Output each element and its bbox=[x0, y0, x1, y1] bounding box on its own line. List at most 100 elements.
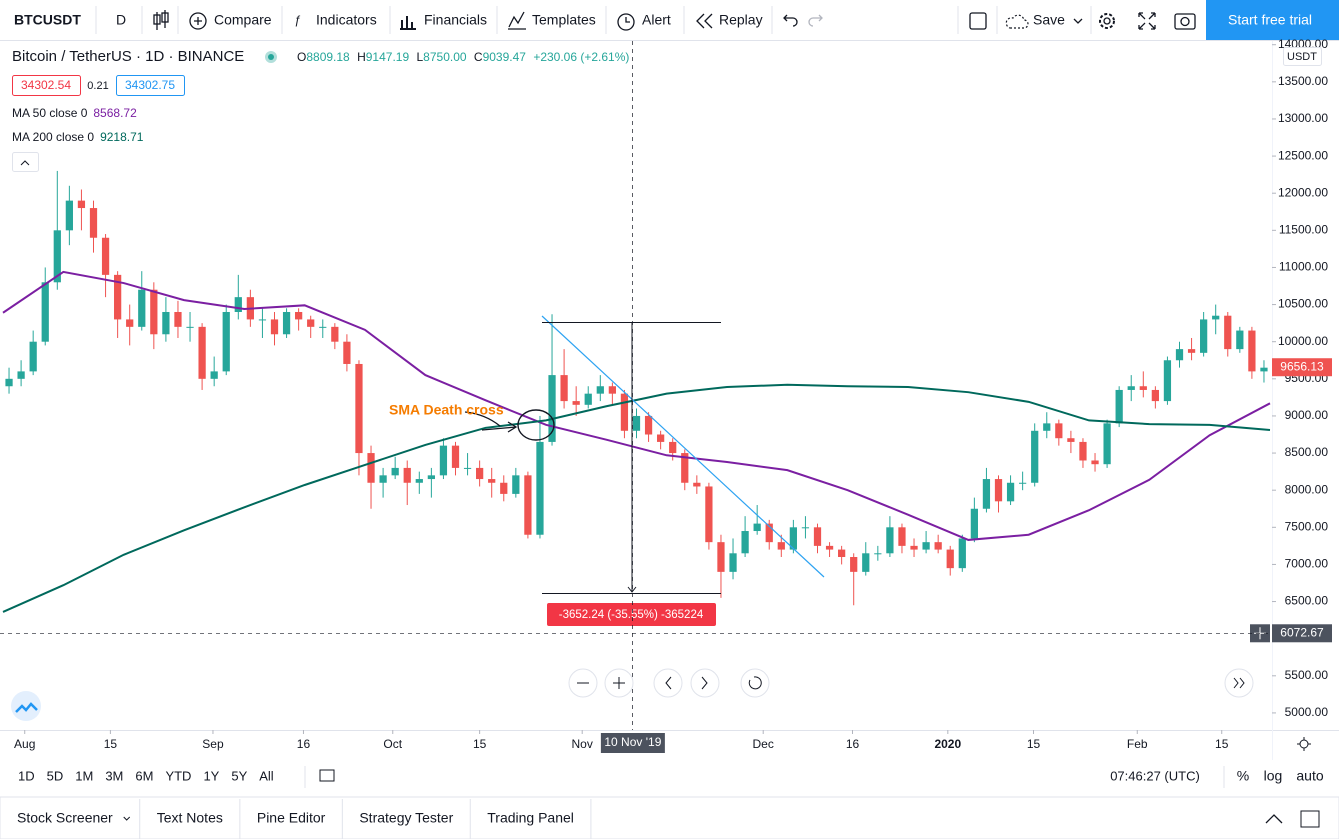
range-button[interactable]: 6M bbox=[135, 768, 153, 783]
candle-body bbox=[234, 297, 242, 312]
candle-body bbox=[1127, 386, 1135, 390]
interval[interactable]: D bbox=[116, 12, 126, 28]
candle-body bbox=[777, 542, 785, 550]
spread: 0.21 bbox=[87, 80, 108, 92]
scroll-end[interactable] bbox=[1224, 668, 1254, 698]
alert-button[interactable]: Alert bbox=[642, 12, 671, 28]
currency: USDT bbox=[1287, 51, 1317, 63]
bid[interactable]: 34302.54 bbox=[21, 78, 71, 92]
candle-body bbox=[705, 486, 713, 543]
log-toggle[interactable]: log bbox=[1264, 768, 1283, 784]
candle-body bbox=[669, 441, 677, 454]
candle-body bbox=[838, 549, 846, 558]
trial-label[interactable]: Start free trial bbox=[1228, 12, 1312, 28]
x-tick-label: Nov bbox=[572, 737, 593, 751]
candle-body bbox=[548, 375, 556, 442]
range-button[interactable]: 3M bbox=[105, 768, 123, 783]
panel-tab[interactable]: Strategy Tester bbox=[359, 810, 453, 826]
ma-name: MA 200 close 0 bbox=[12, 130, 94, 144]
candle-body bbox=[126, 319, 134, 327]
trend-line[interactable] bbox=[541, 315, 825, 578]
range-button[interactable]: 1D bbox=[18, 768, 35, 783]
financials-button[interactable]: Financials bbox=[424, 12, 487, 28]
x-tick-label: Oct bbox=[383, 737, 402, 751]
range-button[interactable]: 1Y bbox=[203, 768, 219, 783]
candle-body bbox=[343, 341, 351, 364]
y-tick-label: 10500.00 bbox=[1278, 297, 1328, 311]
candle-body bbox=[922, 542, 930, 550]
candle-body bbox=[258, 319, 267, 321]
bid-box[interactable] bbox=[12, 75, 81, 96]
compare-button[interactable]: Compare bbox=[214, 12, 272, 28]
panel-tab[interactable]: Trading Panel bbox=[487, 810, 574, 826]
panel-tab[interactable]: Text Notes bbox=[157, 810, 223, 826]
candle-body bbox=[162, 311, 170, 335]
candle-body bbox=[89, 208, 98, 238]
save-button[interactable]: Save bbox=[1033, 12, 1065, 28]
candle-body bbox=[53, 230, 61, 283]
logo[interactable] bbox=[11, 691, 41, 721]
candle-body bbox=[1067, 438, 1075, 442]
candle-body bbox=[1031, 430, 1039, 483]
range-bar: 07:46:27 (UTC) % log auto 1D 5D 1M 3M 6M YTD 1… bbox=[18, 766, 1324, 788]
range-button[interactable]: 1M bbox=[75, 768, 93, 783]
candle-body bbox=[150, 289, 158, 335]
candle-body bbox=[1055, 423, 1063, 439]
x-tick-label: 15 bbox=[1027, 737, 1041, 751]
crosshair-date: 10 Nov '19 bbox=[604, 735, 661, 749]
candle-body bbox=[801, 527, 810, 529]
candle-body bbox=[1212, 315, 1220, 320]
crosshair-price-box bbox=[1272, 624, 1332, 643]
candle-body bbox=[1163, 360, 1172, 402]
range-button[interactable]: 5Y bbox=[231, 768, 247, 783]
y-tick-label: 7000.00 bbox=[1285, 557, 1329, 571]
y-tick-label: 11500.00 bbox=[1279, 222, 1328, 236]
reset[interactable] bbox=[740, 668, 770, 698]
candle-body bbox=[560, 375, 568, 402]
templates-button[interactable]: Templates bbox=[532, 12, 596, 28]
candle-body bbox=[114, 274, 122, 320]
percent-toggle[interactable]: % bbox=[1237, 768, 1249, 784]
candle-body bbox=[536, 441, 544, 535]
scroll-left[interactable] bbox=[653, 668, 683, 698]
fx-icon: ƒ bbox=[294, 13, 301, 27]
auto-toggle[interactable]: auto bbox=[1296, 768, 1323, 784]
panel-tab[interactable]: Pine Editor bbox=[257, 810, 326, 826]
ohlc-value: 8809.18 bbox=[306, 50, 350, 64]
crosshair-date-box bbox=[600, 733, 665, 753]
settings-gear[interactable] bbox=[1299, 739, 1309, 749]
candle-body bbox=[994, 479, 1003, 502]
panel-tab[interactable]: Stock Screener bbox=[17, 810, 113, 826]
candle-body bbox=[874, 553, 882, 555]
candle-body bbox=[403, 467, 411, 483]
maximize-panel[interactable] bbox=[1300, 810, 1320, 828]
candle-body bbox=[1224, 315, 1232, 350]
goto-date[interactable] bbox=[319, 769, 335, 782]
candle-body bbox=[946, 549, 954, 569]
panel-tabs: Stock Screener Text Notes Pine Editor Strat… bbox=[17, 799, 1320, 839]
candle-body bbox=[620, 393, 629, 431]
trial-button[interactable] bbox=[1206, 0, 1339, 40]
nav-buttons bbox=[11, 668, 1254, 721]
replay-button[interactable]: Replay bbox=[719, 12, 763, 28]
x-tick-label: 16 bbox=[846, 737, 860, 751]
x-tick-label: 2020 bbox=[934, 737, 961, 751]
ohlc-key: L bbox=[416, 50, 423, 64]
ask-box[interactable] bbox=[116, 75, 185, 96]
candle-body bbox=[5, 378, 13, 387]
ask[interactable]: 34302.75 bbox=[125, 78, 175, 92]
indicators-button[interactable]: Indicators bbox=[316, 12, 377, 28]
y-tick-label: 11000.00 bbox=[1279, 260, 1328, 274]
range-button[interactable]: 5D bbox=[47, 768, 64, 783]
candle-body bbox=[910, 545, 918, 550]
candle-body bbox=[693, 482, 701, 487]
expand-panel[interactable] bbox=[1265, 814, 1283, 824]
y-tick-label: 13500.00 bbox=[1278, 74, 1328, 88]
scroll-right[interactable] bbox=[690, 668, 720, 698]
symbol[interactable]: BTCUSDT bbox=[14, 12, 81, 28]
moving-average bbox=[2, 270, 1271, 541]
ohlc-key: H bbox=[357, 50, 366, 64]
range-button[interactable]: YTD bbox=[165, 768, 191, 783]
range-button[interactable]: All bbox=[259, 768, 274, 783]
y-tick-label: 12500.00 bbox=[1278, 148, 1328, 162]
